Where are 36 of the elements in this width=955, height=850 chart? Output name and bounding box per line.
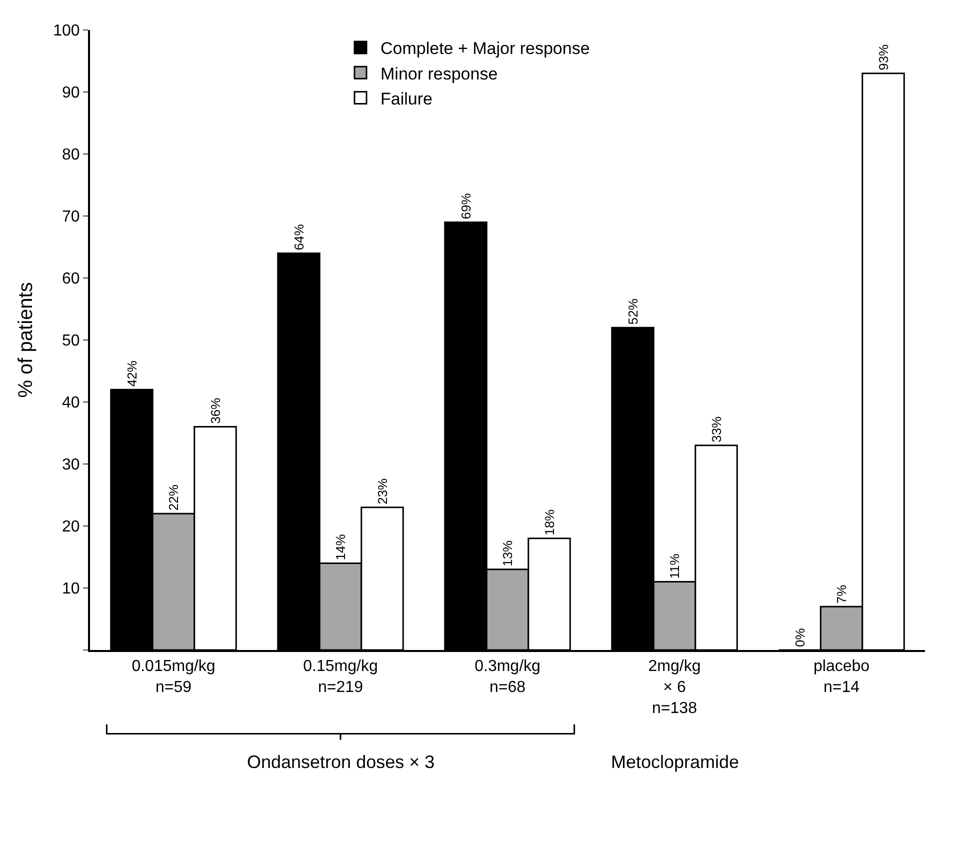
data-label: 42% xyxy=(124,360,140,387)
y-tick-label: 40 xyxy=(62,394,80,412)
x-tick-label: 2mg/kg × 6 n=138 xyxy=(648,658,701,717)
x-tick-label: 0.015mg/kg n=59 xyxy=(132,658,216,696)
data-label: 7% xyxy=(834,584,850,604)
x-tick-label: placebo n=14 xyxy=(813,658,870,696)
y-tick-label: 70 xyxy=(62,208,80,226)
y-tick-label: 90 xyxy=(62,84,80,102)
data-label: 52% xyxy=(625,298,640,325)
data-label: 23% xyxy=(374,478,390,504)
data-label: 13% xyxy=(500,540,516,566)
data-label: 93% xyxy=(876,44,891,70)
legend-label: Failure xyxy=(380,89,432,108)
legend-label: Complete + Major response xyxy=(380,39,590,58)
data-label: 11% xyxy=(667,553,682,579)
data-label: 22% xyxy=(166,484,182,511)
x-tick-label: 0.3mg/kg n=68 xyxy=(474,658,540,696)
x-tick-label: 0.15mg/kg n=219 xyxy=(303,658,378,696)
data-label: 14% xyxy=(333,534,348,560)
y-tick-label: 80 xyxy=(62,146,80,164)
data-label: 64% xyxy=(291,224,306,250)
data-label: 0% xyxy=(792,628,808,647)
y-tick-label: 20 xyxy=(62,518,80,536)
y-tick-label: 30 xyxy=(62,456,80,474)
y-tick-label: 10 xyxy=(62,580,80,598)
data-label: 36% xyxy=(208,397,223,424)
data-label: 18% xyxy=(542,508,557,536)
data-label: 69% xyxy=(458,192,474,220)
text: Ondansetron doses × 3 xyxy=(247,752,435,772)
y-axis-title: % of patients xyxy=(15,282,38,398)
y-tick-label: 60 xyxy=(62,270,80,288)
y-tick-label: 50 xyxy=(62,332,80,350)
data-label: 33% xyxy=(708,416,724,442)
legend-label: Minor response xyxy=(380,64,498,84)
y-tick-label: 100 xyxy=(53,22,80,40)
text: Metoclopramide xyxy=(611,752,740,772)
